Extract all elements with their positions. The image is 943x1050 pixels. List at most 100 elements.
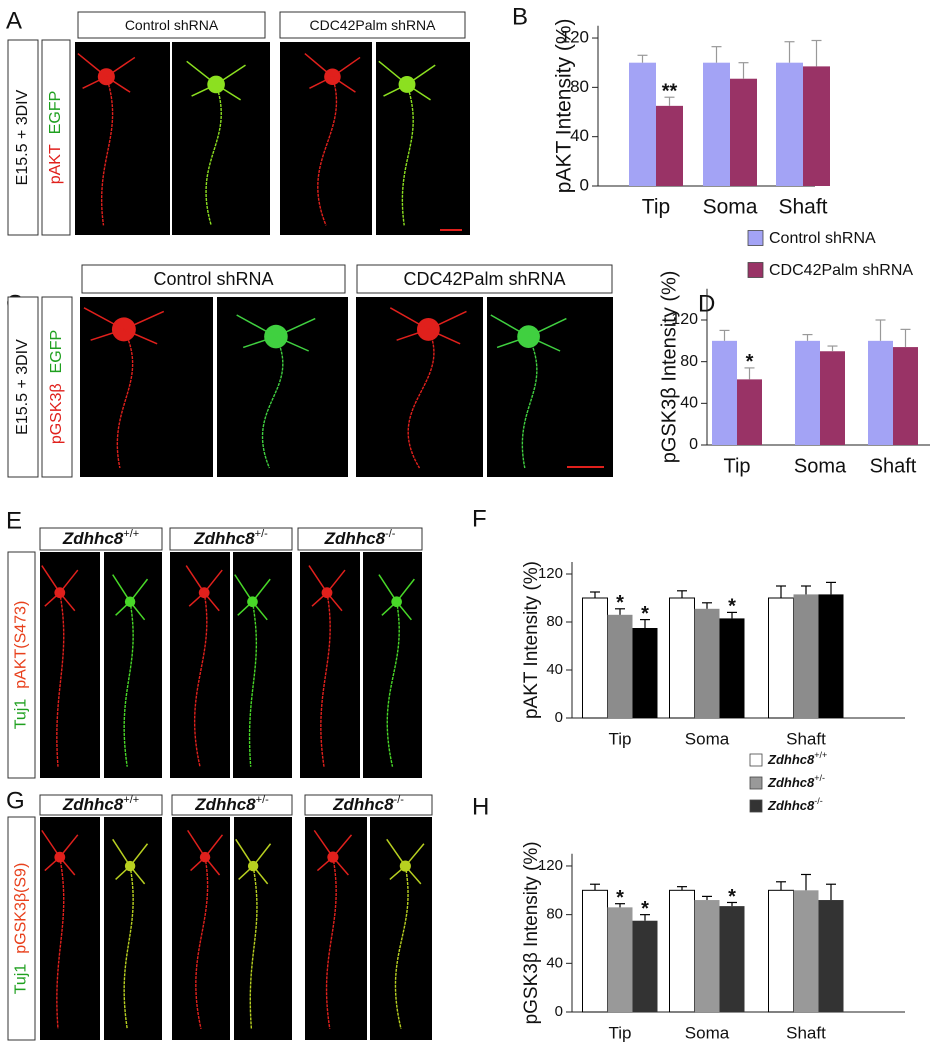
dendrite	[123, 310, 165, 331]
error-bar	[802, 333, 813, 341]
y-tick-label: 120	[671, 311, 698, 328]
dendrite	[186, 60, 217, 86]
error-bar	[640, 914, 650, 921]
bar	[694, 608, 720, 718]
dendrite	[396, 601, 412, 621]
dendrite	[252, 843, 272, 867]
dendrite	[115, 865, 131, 880]
dendrite	[83, 307, 125, 331]
dendrite	[332, 856, 349, 876]
y-axis-label: pGSK3β Intensity (%)	[658, 271, 680, 464]
neuron	[185, 565, 223, 767]
column-header-box	[169, 527, 293, 551]
neuron	[112, 838, 149, 1029]
significance: *	[616, 592, 624, 614]
neuron	[313, 829, 353, 1029]
y-tick-label: 40	[546, 661, 563, 678]
column-header-box	[39, 527, 163, 551]
bar	[803, 66, 830, 186]
side-label: E15.5 + 3DIV	[14, 89, 31, 185]
axon	[407, 329, 435, 469]
header-superscript: +/+	[123, 528, 139, 540]
y-tick-label: 0	[689, 436, 698, 453]
column-header: Control shRNA	[153, 269, 273, 289]
y-tick-label: 120	[538, 565, 563, 582]
dendrite	[59, 569, 79, 594]
dendrite	[383, 83, 408, 97]
panel-letter: B	[512, 3, 528, 30]
bar	[893, 347, 918, 445]
error-bar	[615, 903, 625, 908]
header-text: CDC42Palm shRNA	[403, 269, 565, 289]
axon	[249, 865, 258, 1029]
panel-letter: H	[472, 793, 489, 820]
stain-label: pAKT(S473)	[13, 601, 30, 689]
bar	[632, 628, 658, 718]
bar	[607, 907, 633, 1012]
axon	[123, 601, 134, 767]
dendrite	[311, 592, 328, 607]
micrograph	[300, 552, 360, 778]
error-bar	[744, 367, 755, 380]
dendrite	[238, 865, 254, 880]
neuron	[77, 52, 136, 226]
dendrite	[242, 335, 277, 349]
bar	[703, 62, 730, 186]
x-tick-label: Shaft	[870, 455, 917, 477]
axon	[56, 592, 65, 767]
dendrite	[41, 565, 61, 594]
dendrite	[332, 76, 356, 93]
bar	[776, 62, 803, 186]
micrograph	[104, 552, 162, 778]
column-header-box	[39, 794, 163, 816]
column-header-box	[304, 794, 433, 816]
dendrite	[528, 317, 567, 338]
legend-swatch	[749, 776, 763, 790]
dendrite	[82, 76, 107, 89]
column-header-box	[171, 794, 293, 816]
y-tick-label: 40	[546, 954, 563, 971]
axon	[116, 329, 134, 469]
y-tick-label: 80	[570, 77, 589, 96]
dendrite	[112, 574, 131, 603]
legend-name: Zdhhc8	[767, 775, 815, 790]
x-tick-label: Shaft	[786, 729, 826, 748]
bar	[656, 105, 683, 186]
dendrite	[204, 834, 224, 858]
dendrite	[251, 601, 268, 621]
axon	[320, 592, 331, 767]
legend-label: Zdhhc8+/-	[767, 773, 825, 790]
panel-letter: A	[6, 7, 22, 34]
error-bar	[738, 62, 749, 79]
axon	[386, 601, 400, 767]
bar	[795, 340, 820, 445]
dendrite	[428, 328, 461, 345]
error-bar	[615, 608, 625, 615]
bar	[737, 379, 762, 445]
dendrite	[41, 829, 61, 858]
header-text: Zdhhc8	[194, 795, 256, 814]
header-superscript: -/-	[385, 528, 396, 540]
dendrite	[308, 565, 328, 594]
error-bar	[801, 585, 811, 595]
stain-label: pGSK3β	[48, 383, 65, 444]
dendrite	[129, 865, 146, 885]
dendrite	[275, 317, 316, 338]
column-header: Zdhhc8+/+	[62, 528, 139, 549]
error-bar	[637, 54, 648, 63]
legend-name: Zdhhc8	[767, 798, 815, 813]
dendrite	[215, 83, 241, 101]
x-tick-label: Shaft	[786, 1023, 826, 1042]
axon	[123, 865, 134, 1029]
dendrite	[187, 829, 206, 858]
y-tick-label: 120	[561, 28, 589, 47]
dendrite	[115, 601, 131, 616]
axon	[521, 336, 538, 469]
header-superscript: -/-	[394, 794, 405, 806]
bar	[793, 890, 819, 1012]
y-tick-label: 80	[546, 613, 563, 630]
dendrite	[105, 76, 131, 93]
dendrite	[396, 328, 429, 341]
dendrite	[386, 838, 406, 867]
dendrite	[252, 865, 269, 885]
